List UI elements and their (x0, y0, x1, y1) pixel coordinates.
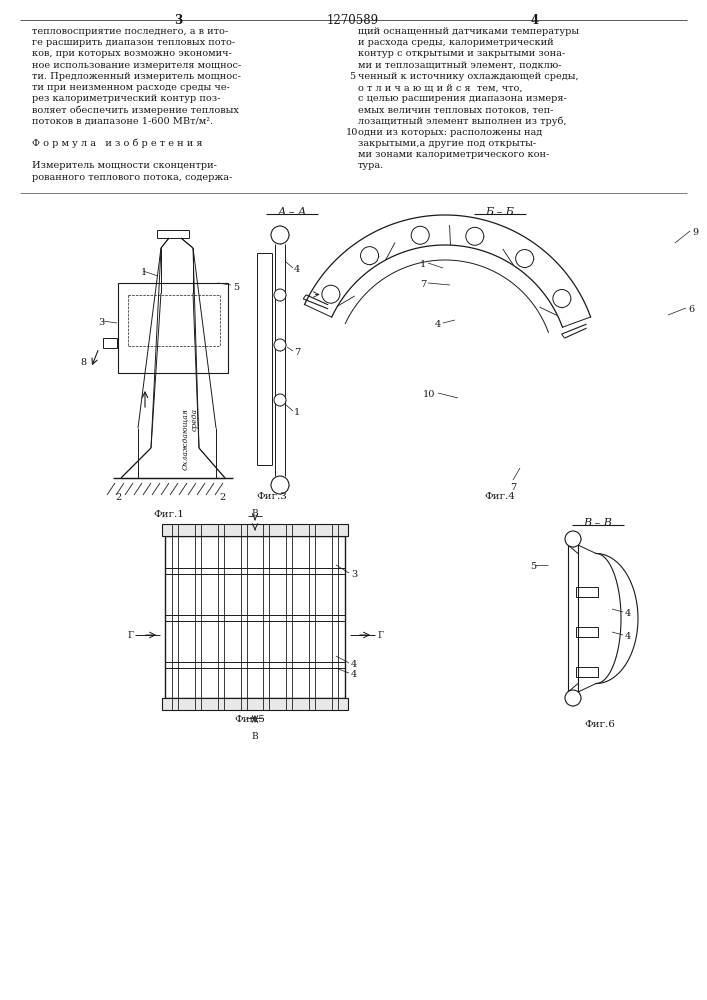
Text: 3: 3 (174, 14, 182, 27)
Circle shape (274, 339, 286, 351)
Bar (576, 627, 598, 637)
Text: емых величин тепловых потоков, теп-: емых величин тепловых потоков, теп- (358, 105, 554, 114)
Text: лозащитный элемент выполнен из труб,: лозащитный элемент выполнен из труб, (358, 117, 566, 126)
Circle shape (322, 285, 340, 303)
Text: ков, при которых возможно экономич-: ков, при которых возможно экономич- (32, 49, 232, 58)
Bar (162, 698, 348, 710)
Text: Фиг.4: Фиг.4 (484, 492, 515, 501)
Text: Фиг.6: Фиг.6 (585, 720, 615, 729)
Bar (118, 283, 228, 373)
Text: Фиг.5: Фиг.5 (235, 715, 265, 724)
Text: 4: 4 (625, 632, 631, 641)
Text: рованного теплового потока, содержа-: рованного теплового потока, содержа- (32, 173, 233, 182)
Text: 4: 4 (435, 320, 441, 329)
Text: 4: 4 (351, 670, 357, 679)
Text: 3: 3 (98, 318, 104, 327)
Text: А – А: А – А (277, 207, 307, 217)
Bar (576, 587, 598, 597)
Text: ге расширить диапазон тепловых пото-: ге расширить диапазон тепловых пото- (32, 38, 235, 47)
Circle shape (466, 227, 484, 245)
Text: 1: 1 (420, 260, 426, 269)
Text: В: В (252, 732, 258, 741)
Text: Б – Б: Б – Б (486, 207, 515, 217)
Circle shape (271, 476, 289, 494)
Circle shape (515, 250, 534, 268)
Text: 5: 5 (349, 72, 355, 81)
Text: ми и теплозащитный элемент, подклю-: ми и теплозащитный элемент, подклю- (358, 61, 561, 70)
Circle shape (274, 394, 286, 406)
Text: контур с открытыми и закрытыми зона-: контур с открытыми и закрытыми зона- (358, 49, 565, 58)
Text: ми зонами калориметрического кон-: ми зонами калориметрического кон- (358, 150, 549, 159)
Text: В: В (252, 509, 258, 518)
Text: Г: Г (127, 631, 133, 640)
Text: 7: 7 (294, 348, 300, 357)
Circle shape (553, 290, 571, 308)
Circle shape (361, 247, 378, 265)
Text: 5: 5 (233, 283, 239, 292)
Text: 9: 9 (692, 228, 698, 237)
Text: 1: 1 (294, 408, 300, 417)
Circle shape (565, 531, 581, 547)
Text: 7: 7 (420, 280, 426, 289)
Text: ченный к источнику охлаждающей среды,: ченный к источнику охлаждающей среды, (358, 72, 578, 81)
Text: Измеритель мощности сконцентри-: Измеритель мощности сконцентри- (32, 161, 217, 170)
Text: 1: 1 (141, 268, 147, 277)
Text: тура.: тура. (358, 161, 384, 170)
Text: 10: 10 (346, 128, 358, 137)
Text: закрытыми,а другие под открыты-: закрытыми,а другие под открыты- (358, 139, 536, 148)
Text: 5: 5 (530, 562, 536, 571)
Bar (103, 338, 117, 348)
Bar (165, 536, 345, 698)
Text: 10: 10 (423, 390, 436, 399)
Text: с целью расширения диапазона измеря-: с целью расширения диапазона измеря- (358, 94, 567, 103)
Text: Охлаждающая: Охлаждающая (181, 408, 189, 470)
Text: и расхода среды, калориметрический: и расхода среды, калориметрический (358, 38, 554, 47)
Bar (162, 524, 348, 536)
Text: Фиг.1: Фиг.1 (153, 510, 184, 519)
Text: щий оснащенный датчиками температуры: щий оснащенный датчиками температуры (358, 27, 579, 36)
Text: 2: 2 (219, 493, 226, 502)
Text: 4: 4 (531, 14, 539, 27)
Text: 4: 4 (625, 609, 631, 618)
Text: 4: 4 (294, 265, 300, 274)
Text: В – В: В – В (583, 518, 612, 528)
Text: рез калориметрический контур поз-: рез калориметрический контур поз- (32, 94, 221, 103)
Text: Г: Г (377, 631, 383, 640)
Text: 6: 6 (688, 305, 694, 314)
Text: 8: 8 (80, 358, 86, 367)
Text: о т л и ч а ю щ и й с я  тем, что,: о т л и ч а ю щ и й с я тем, что, (358, 83, 522, 92)
Circle shape (271, 226, 289, 244)
Text: воляет обеспечить измерение тепловых: воляет обеспечить измерение тепловых (32, 105, 239, 115)
Text: тепловосприятие последнего, а в ито-: тепловосприятие последнего, а в ито- (32, 27, 228, 36)
Text: 2: 2 (115, 493, 121, 502)
Circle shape (274, 289, 286, 301)
Circle shape (411, 226, 429, 244)
Text: потоков в диапазоне 1-600 МВт/м².: потоков в диапазоне 1-600 МВт/м². (32, 117, 213, 126)
Text: одни из которых: расположены над: одни из которых: расположены над (358, 128, 542, 137)
Text: Ф о р м у л а   и з о б р е т е н и я: Ф о р м у л а и з о б р е т е н и я (32, 139, 202, 148)
Text: 3: 3 (351, 570, 357, 579)
Circle shape (565, 690, 581, 706)
Text: среда: среда (191, 408, 199, 431)
Text: ное использование измерителя мощнос-: ное использование измерителя мощнос- (32, 61, 241, 70)
Text: ти при неизменном расходе среды че-: ти при неизменном расходе среды че- (32, 83, 230, 92)
Text: 1270589: 1270589 (327, 14, 379, 27)
Bar (576, 667, 598, 677)
Text: 4: 4 (351, 660, 357, 669)
Text: 7: 7 (510, 483, 516, 492)
Text: Фиг.3: Фиг.3 (257, 492, 288, 501)
Text: ти. Предложенный измеритель мощнос-: ти. Предложенный измеритель мощнос- (32, 72, 241, 81)
